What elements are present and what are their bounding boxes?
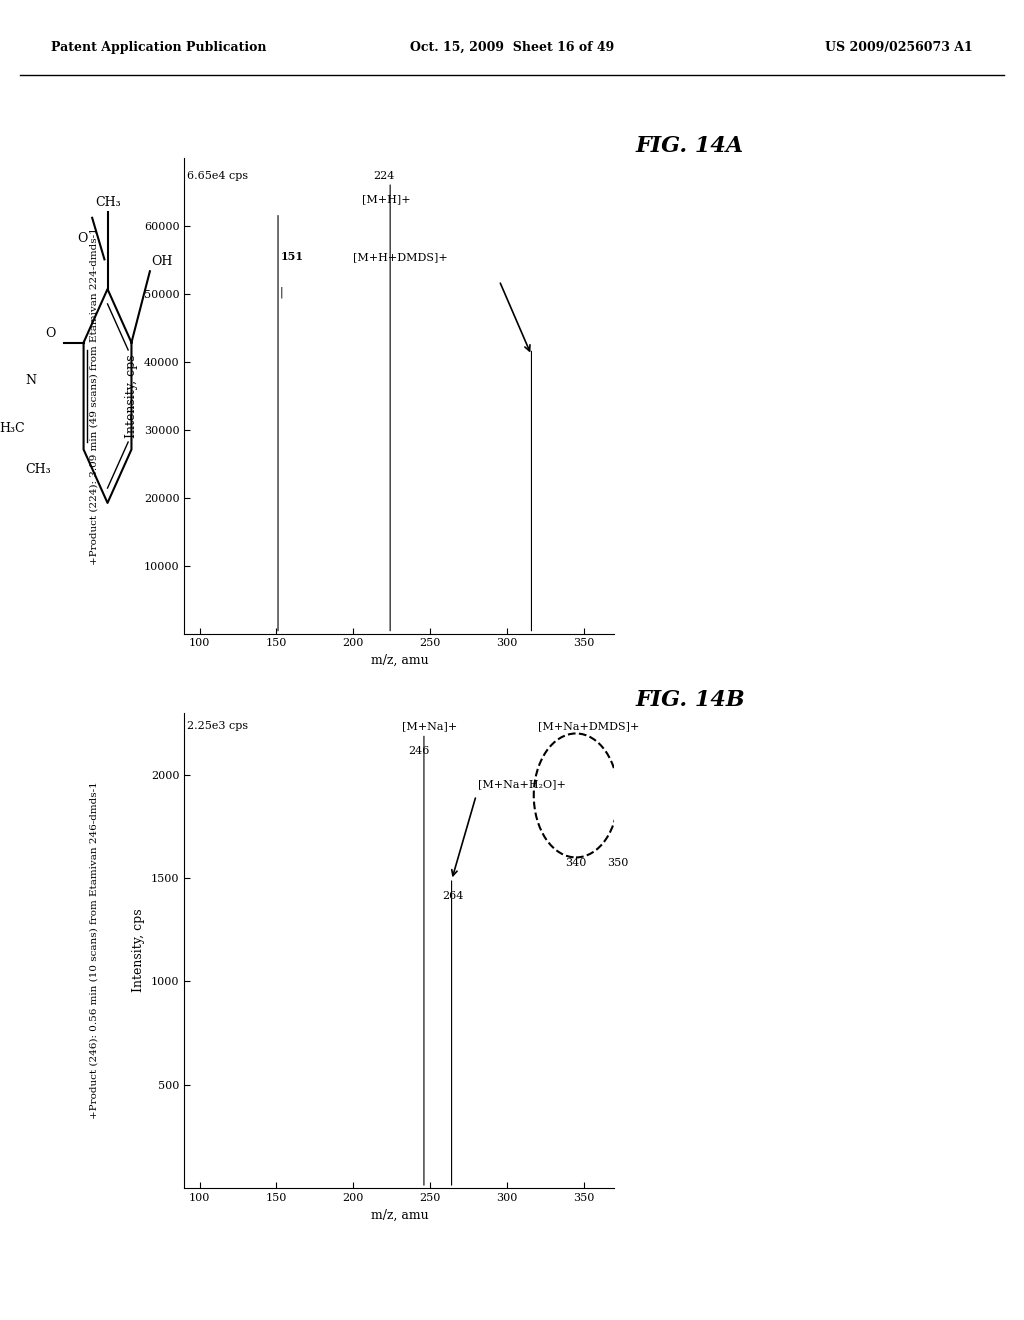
- Text: CH₃: CH₃: [26, 463, 51, 477]
- Y-axis label: Intensity, cps: Intensity, cps: [125, 354, 138, 438]
- Text: |: |: [280, 286, 284, 298]
- Y-axis label: Intensity, cps: Intensity, cps: [132, 908, 145, 993]
- Text: [M+Na+H₂O]+: [M+Na+H₂O]+: [477, 779, 565, 789]
- Text: US 2009/0256073 A1: US 2009/0256073 A1: [825, 41, 973, 54]
- X-axis label: m/z, amu: m/z, amu: [371, 653, 428, 667]
- Text: 246: 246: [409, 746, 430, 756]
- Text: O: O: [45, 326, 55, 339]
- Text: Oct. 15, 2009  Sheet 16 of 49: Oct. 15, 2009 Sheet 16 of 49: [410, 41, 614, 54]
- Text: N: N: [26, 374, 36, 387]
- Text: [M+Na]+: [M+Na]+: [402, 721, 458, 731]
- Text: [M+Na+DMDS]+: [M+Na+DMDS]+: [538, 721, 639, 731]
- Text: +Product (246): 0.56 min (10 scans) from Etamivan 246-dmds-1: +Product (246): 0.56 min (10 scans) from…: [90, 781, 98, 1119]
- Text: Patent Application Publication: Patent Application Publication: [51, 41, 266, 54]
- Text: [M+H]+: [M+H]+: [362, 194, 411, 205]
- Text: 264: 264: [442, 891, 464, 900]
- Text: 224: 224: [373, 170, 394, 181]
- Text: O: O: [77, 231, 87, 244]
- Text: FIG. 14A: FIG. 14A: [636, 135, 744, 157]
- Text: 151: 151: [281, 251, 304, 263]
- Text: 2.25e3 cps: 2.25e3 cps: [187, 721, 249, 731]
- Text: +Product (224): 3.09 min (49 scans) from Etamivan 224-dmds-1: +Product (224): 3.09 min (49 scans) from…: [90, 227, 98, 565]
- Text: 6.65e4 cps: 6.65e4 cps: [187, 170, 249, 181]
- Text: [M+H+DMDS]+: [M+H+DMDS]+: [353, 252, 449, 263]
- Text: 340: 340: [565, 858, 587, 867]
- Text: FIG. 14B: FIG. 14B: [636, 689, 745, 711]
- X-axis label: m/z, amu: m/z, amu: [371, 1208, 428, 1221]
- Text: CH₃: CH₃: [95, 195, 121, 209]
- Text: H₃C: H₃C: [0, 421, 25, 434]
- Text: 350: 350: [606, 858, 628, 867]
- Text: OH: OH: [152, 255, 173, 268]
